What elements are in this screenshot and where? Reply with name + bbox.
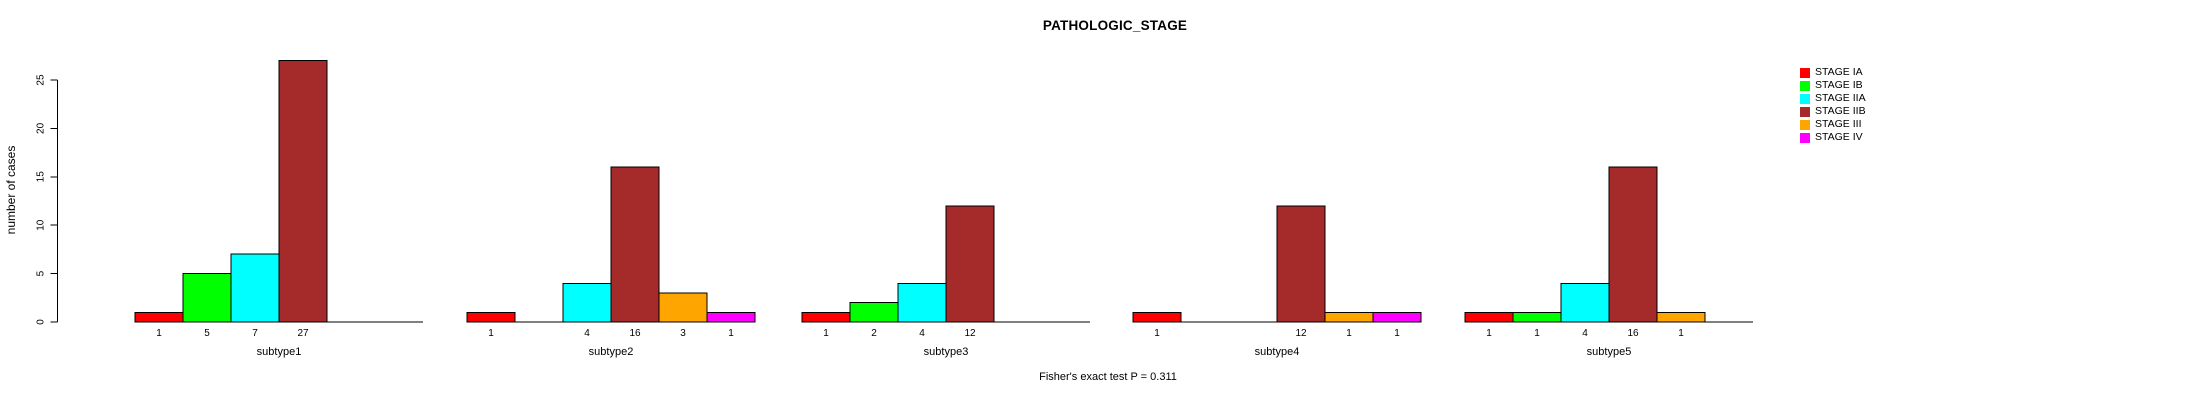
bar-stage-iia [897, 282, 947, 323]
bar-value-label: 1 [1346, 328, 1352, 339]
y-tick-label: 20 [36, 122, 47, 134]
bar-stage-iii [1324, 311, 1374, 323]
bar-stage-iib [1608, 166, 1658, 323]
legend-row: STAGE IB [1800, 79, 1866, 92]
bar-stage-iib [610, 166, 660, 323]
panel-x-label: subtype1 [257, 346, 302, 358]
legend-row: STAGE IIB [1800, 105, 1866, 118]
panel-x-label: subtype2 [589, 346, 634, 358]
bar-value-label: 1 [488, 328, 494, 339]
y-tick-label: 15 [36, 171, 47, 183]
chart-title: PATHOLOGIC_STAGE [1042, 18, 1188, 33]
bar-stage-ia [1132, 311, 1182, 323]
legend-row: STAGE III [1800, 118, 1866, 131]
y-tick-label: 10 [36, 219, 47, 231]
bar-stage-iib [945, 205, 995, 323]
legend-swatch-icon [1800, 93, 1810, 104]
legend-swatch-icon [1800, 106, 1810, 117]
bar-stage-iii [658, 292, 708, 323]
legend-label: STAGE IV [1815, 131, 1863, 143]
bar-value-label: 1 [1394, 328, 1400, 339]
bar-value-label: 4 [1582, 328, 1588, 339]
legend-swatch-icon [1800, 132, 1810, 143]
bar-value-label: 1 [1678, 328, 1684, 339]
bar-stage-iia [230, 253, 280, 323]
panel-x-label: subtype4 [1255, 346, 1300, 358]
bar-stage-ib [1512, 311, 1562, 323]
bar-value-label: 4 [919, 328, 925, 339]
fisher-test-note: Fisher's exact test P = 0.311 [1039, 371, 1177, 383]
bar-stage-ia [1464, 311, 1514, 323]
bar-value-label: 12 [964, 328, 976, 339]
y-tick-label: 5 [36, 270, 47, 276]
legend-label: STAGE III [1815, 118, 1862, 130]
y-tick-label: 25 [36, 74, 47, 86]
bar-value-label: 1 [728, 328, 734, 339]
y-tick-label: 0 [36, 319, 47, 325]
bar-value-label: 12 [1295, 328, 1307, 339]
bar-stage-iia [1560, 282, 1610, 323]
bar-value-label: 16 [629, 328, 641, 339]
legend: STAGE IA STAGE IB STAGE IIA STAGE IIB STAGE … [1800, 66, 1866, 144]
bar-stage-iv [706, 311, 756, 323]
bar-value-label: 3 [680, 328, 686, 339]
bar-stage-iia [562, 282, 612, 323]
bar-stage-ia [801, 311, 851, 323]
bar-stage-ia [466, 311, 516, 323]
bar-value-label: 1 [1534, 328, 1540, 339]
bar-value-label: 1 [823, 328, 829, 339]
panel-x-label: subtype5 [1587, 346, 1632, 358]
panel-x-label: subtype3 [924, 346, 969, 358]
legend-row: STAGE IV [1800, 131, 1866, 144]
bar-stage-iii [1656, 311, 1706, 323]
legend-label: STAGE IB [1815, 79, 1863, 91]
bar-value-label: 1 [1486, 328, 1492, 339]
legend-swatch-icon [1800, 67, 1810, 78]
bar-stage-iib [278, 60, 328, 323]
bar-value-label: 27 [297, 328, 309, 339]
legend-row: STAGE IA [1800, 66, 1866, 79]
legend-row: STAGE IIA [1800, 92, 1866, 105]
bar-value-label: 1 [156, 328, 162, 339]
bar-stage-ia [134, 311, 184, 323]
legend-swatch-icon [1800, 119, 1810, 130]
bar-stage-ib [849, 302, 899, 323]
legend-label: STAGE IIB [1815, 105, 1866, 117]
bar-stage-iv [1372, 311, 1422, 323]
legend-swatch-icon [1800, 80, 1810, 91]
legend-label: STAGE IIA [1815, 92, 1866, 104]
legend-label: STAGE IA [1815, 66, 1863, 78]
bar-value-label: 2 [871, 328, 877, 339]
bar-value-label: 16 [1627, 328, 1639, 339]
bar-value-label: 1 [1154, 328, 1160, 339]
bar-value-label: 4 [584, 328, 590, 339]
bar-value-label: 5 [204, 328, 210, 339]
y-axis-title: number of cases [4, 146, 18, 235]
bar-stage-ib [182, 273, 232, 323]
bar-value-label: 7 [252, 328, 258, 339]
bar-stage-iib [1276, 205, 1326, 323]
